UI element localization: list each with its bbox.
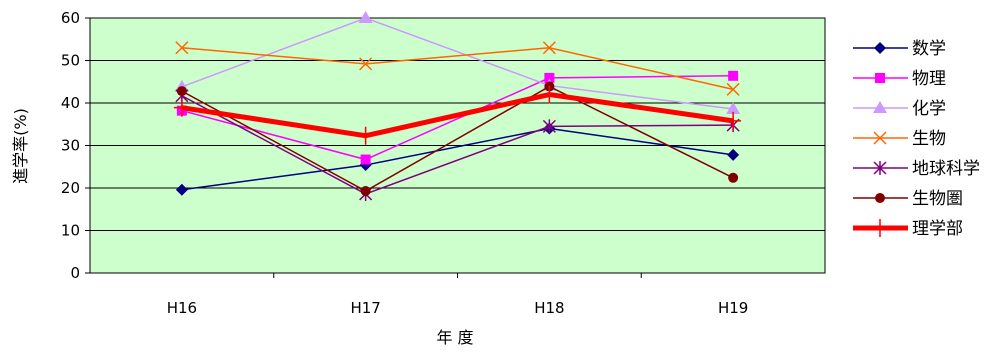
y-tick-label: 40 bbox=[61, 94, 80, 112]
data-point bbox=[726, 82, 740, 96]
legend-label: 数学 bbox=[912, 39, 946, 59]
y-axis-ticks: 0 10 20 30 40 50 60 bbox=[61, 9, 90, 282]
y-tick-label: 50 bbox=[61, 52, 80, 70]
legend-item: 生物 bbox=[853, 129, 946, 149]
data-point bbox=[175, 183, 188, 196]
y-tick-label: 60 bbox=[61, 9, 80, 27]
x-axis-ticks: H16 H17 H18 H19 bbox=[167, 273, 748, 317]
y-tick-label: 30 bbox=[61, 137, 80, 155]
x-tick-label: H19 bbox=[718, 299, 748, 317]
data-point bbox=[725, 111, 742, 130]
data-point bbox=[541, 85, 558, 104]
legend-item: 地球科学 bbox=[853, 159, 980, 179]
data-point bbox=[359, 57, 373, 71]
legend-marker bbox=[875, 193, 885, 203]
gridlines bbox=[90, 60, 825, 231]
x-tick-label: H17 bbox=[350, 299, 380, 317]
series-生物圏 bbox=[176, 81, 739, 196]
legend-item: 化学 bbox=[853, 99, 946, 119]
series-生物 bbox=[175, 41, 740, 96]
series-line bbox=[181, 95, 734, 195]
data-point bbox=[360, 185, 371, 196]
legend-item: 理学部 bbox=[853, 219, 963, 239]
data-point bbox=[726, 101, 741, 114]
x-tick-label: H16 bbox=[167, 299, 197, 317]
data-point bbox=[728, 172, 739, 183]
data-point bbox=[360, 154, 371, 165]
legend-label: 地球科学 bbox=[912, 159, 980, 179]
legend-label: 理学部 bbox=[912, 219, 963, 239]
data-point bbox=[175, 41, 189, 55]
legend-item: 生物圏 bbox=[853, 189, 963, 209]
legend-item: 物理 bbox=[853, 69, 946, 89]
series-理学部 bbox=[173, 85, 742, 145]
x-tick-label: H18 bbox=[534, 299, 564, 317]
data-point bbox=[358, 11, 373, 23]
data-point bbox=[542, 41, 556, 55]
y-tick-label: 0 bbox=[70, 264, 80, 282]
series-line bbox=[181, 91, 734, 139]
legend-label: 化学 bbox=[912, 99, 946, 119]
data-point bbox=[173, 98, 190, 117]
data-point bbox=[542, 119, 556, 134]
series-line bbox=[181, 75, 734, 161]
legend-label: 生物 bbox=[912, 129, 946, 149]
data-point bbox=[728, 70, 739, 81]
series-line bbox=[181, 85, 734, 192]
legend-item: 数学 bbox=[853, 39, 946, 59]
y-tick-label: 10 bbox=[61, 222, 80, 240]
legend-marker bbox=[873, 131, 887, 145]
x-axis-title: 年 度 bbox=[436, 328, 473, 347]
data-point bbox=[176, 86, 187, 97]
data-point bbox=[544, 72, 555, 83]
legend-marker bbox=[874, 42, 886, 54]
y-tick-label: 20 bbox=[61, 179, 80, 197]
series-line bbox=[181, 46, 734, 91]
y-axis-title: 進学率(%) bbox=[11, 108, 30, 184]
data-point bbox=[357, 126, 374, 145]
legend-marker bbox=[873, 161, 887, 175]
legend-marker bbox=[875, 73, 885, 83]
legend-marker bbox=[872, 219, 888, 237]
legend-label: 物理 bbox=[912, 69, 946, 89]
legend-label: 生物圏 bbox=[912, 189, 963, 209]
series-group bbox=[173, 11, 742, 201]
series-line bbox=[181, 17, 734, 110]
data-point bbox=[727, 148, 740, 161]
legend-marker bbox=[873, 101, 887, 113]
series-line bbox=[181, 127, 734, 191]
